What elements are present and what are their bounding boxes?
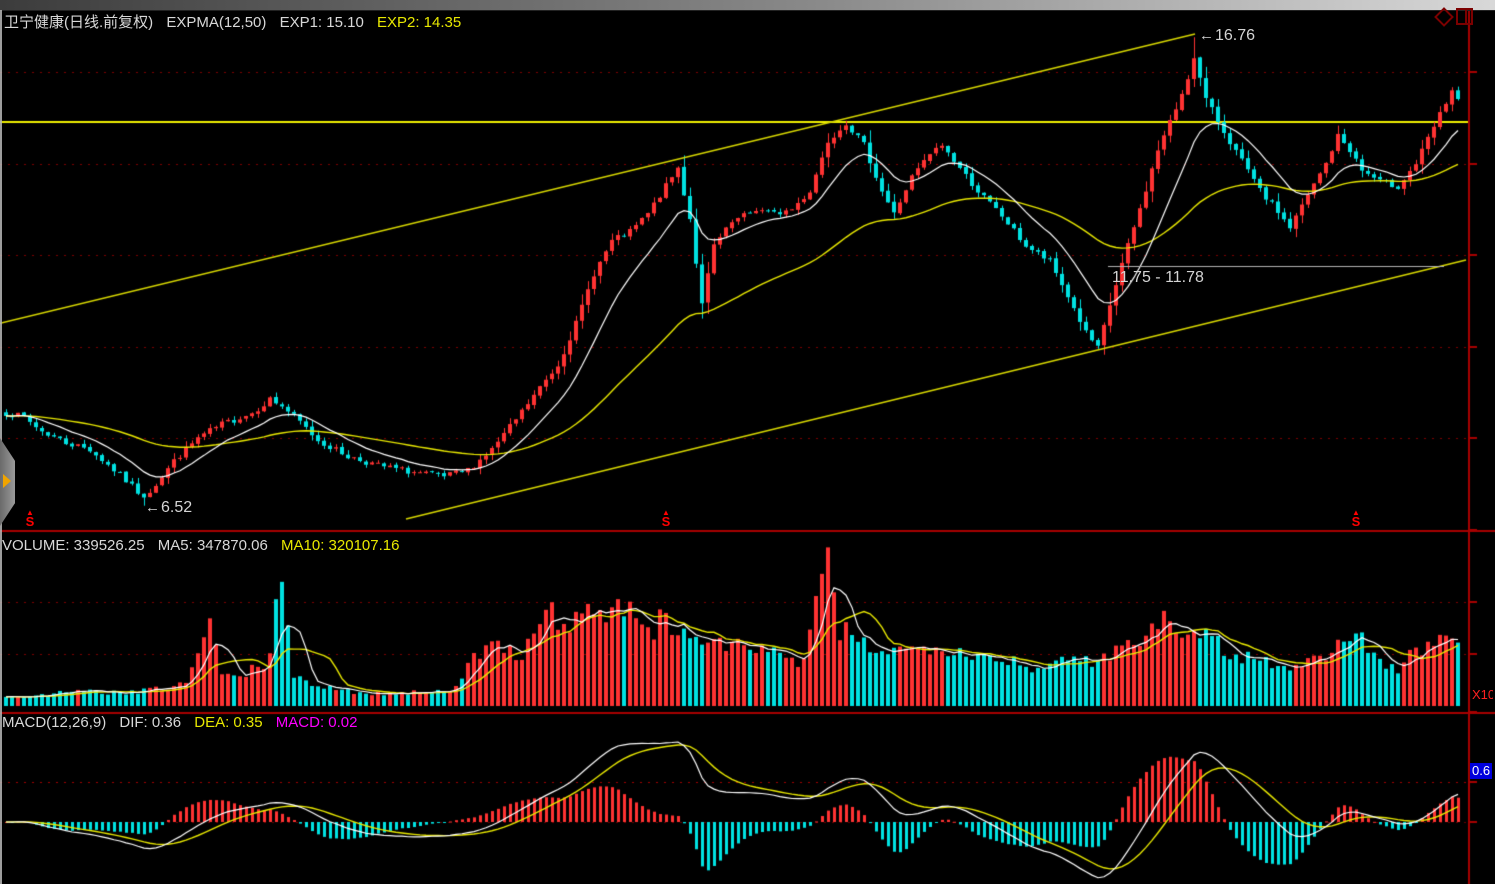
exp1-value: EXP1: 15.10: [279, 14, 364, 31]
macd-value: MACD: 0.02: [275, 714, 358, 731]
left-arrow-icon: ←: [145, 498, 160, 516]
split-window-divider: [1465, 10, 1467, 23]
ex-rights-marker[interactable]: ▲ S: [661, 508, 671, 529]
left-arrow-icon: ←: [1199, 27, 1214, 45]
window-titlebar[interactable]: [0, 0, 1495, 11]
split-window-icon[interactable]: [1456, 8, 1473, 25]
volume-value: VOLUME: 339526.25: [2, 537, 145, 554]
macd-panel-header: MACD(12,26,9) DIF: 0.36 DEA: 0.35 MACD: …: [2, 714, 367, 731]
macd-level-tag: 0.6: [1470, 762, 1493, 779]
macd-indicator-name: MACD(12,26,9): [2, 714, 107, 731]
volume-ma10-value: MA10: 320107.16: [281, 537, 400, 554]
sidebar-expand-tab[interactable]: [0, 438, 15, 526]
dif-value: DIF: 0.36: [119, 714, 182, 731]
gap-range-annotation: 11.75 - 11.78: [1112, 268, 1204, 286]
expand-arrow-icon: [3, 474, 11, 488]
low-price-annotation: ←6.52: [145, 498, 193, 516]
dea-value: DEA: 0.35: [194, 714, 263, 731]
exp2-value: EXP2: 14.35: [376, 14, 462, 31]
indicator-name: EXPMA(12,50): [166, 14, 267, 31]
volume-ma5-value: MA5: 347870.06: [157, 537, 268, 554]
high-price-annotation: ←16.76: [1199, 27, 1256, 45]
stock-title: 卫宁健康(日线.前复权): [4, 14, 154, 31]
ex-rights-marker[interactable]: ▲ S: [25, 508, 35, 529]
volume-unit-label: X10: [1472, 687, 1493, 702]
price-panel-header: 卫宁健康(日线.前复权) EXPMA(12,50) EXP1: 15.10 EX…: [4, 11, 470, 32]
volume-panel-header: VOLUME: 339526.25 MA5: 347870.06 MA10: 3…: [2, 537, 408, 554]
ex-rights-marker[interactable]: ▲ S: [1351, 508, 1361, 529]
